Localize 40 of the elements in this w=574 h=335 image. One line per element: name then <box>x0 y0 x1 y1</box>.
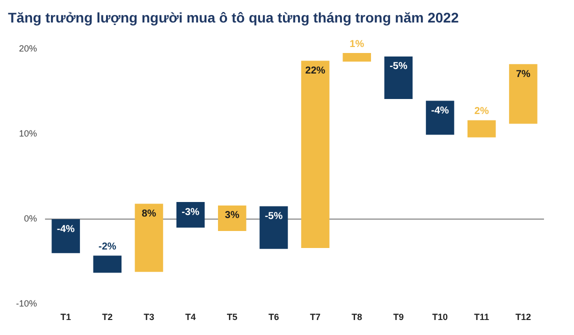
data-label: 22% <box>305 65 326 76</box>
bar <box>509 64 538 124</box>
x-tick-label: T7 <box>310 312 321 322</box>
y-tick-label: 10% <box>18 128 38 138</box>
x-tick-label: T8 <box>352 312 362 322</box>
bar <box>260 206 288 249</box>
bar <box>93 256 122 273</box>
data-label: -2% <box>98 241 116 252</box>
chart-title: Tăng trưởng lượng người mua ô tô qua từng tháng trong năm 2022 <box>8 9 459 26</box>
x-tick-label: T11 <box>474 312 490 322</box>
y-tick-label: -10% <box>16 298 38 309</box>
x-tick-label: T2 <box>102 312 113 322</box>
data-label: 2% <box>474 106 489 118</box>
x-tick-label: T4 <box>185 312 196 322</box>
data-label: -4% <box>56 224 75 235</box>
data-label: -3% <box>182 206 200 218</box>
y-tick-label: 20% <box>18 43 38 54</box>
y-tick-label: 0% <box>24 214 38 224</box>
data-label: -5% <box>390 61 408 72</box>
bar <box>426 100 454 135</box>
data-label: 7% <box>516 68 531 80</box>
x-tick-label: T10 <box>432 312 448 322</box>
bar <box>218 205 246 231</box>
data-label: 8% <box>142 208 156 220</box>
bar <box>134 204 164 272</box>
bar <box>467 120 496 138</box>
bar <box>342 53 372 62</box>
data-label: -4% <box>431 105 450 116</box>
data-label: -5% <box>264 211 283 222</box>
x-tick-label: T9 <box>393 312 404 322</box>
data-label: 1% <box>350 38 364 50</box>
bar <box>301 60 330 248</box>
bar <box>384 56 413 100</box>
data-label: 3% <box>224 210 240 222</box>
x-tick-label: T5 <box>226 312 238 322</box>
bar <box>52 219 80 254</box>
x-tick-label: T3 <box>144 312 154 322</box>
x-tick-label: T12 <box>515 312 531 322</box>
x-tick-label: T1 <box>60 312 72 322</box>
x-tick-label: T6 <box>268 312 279 322</box>
